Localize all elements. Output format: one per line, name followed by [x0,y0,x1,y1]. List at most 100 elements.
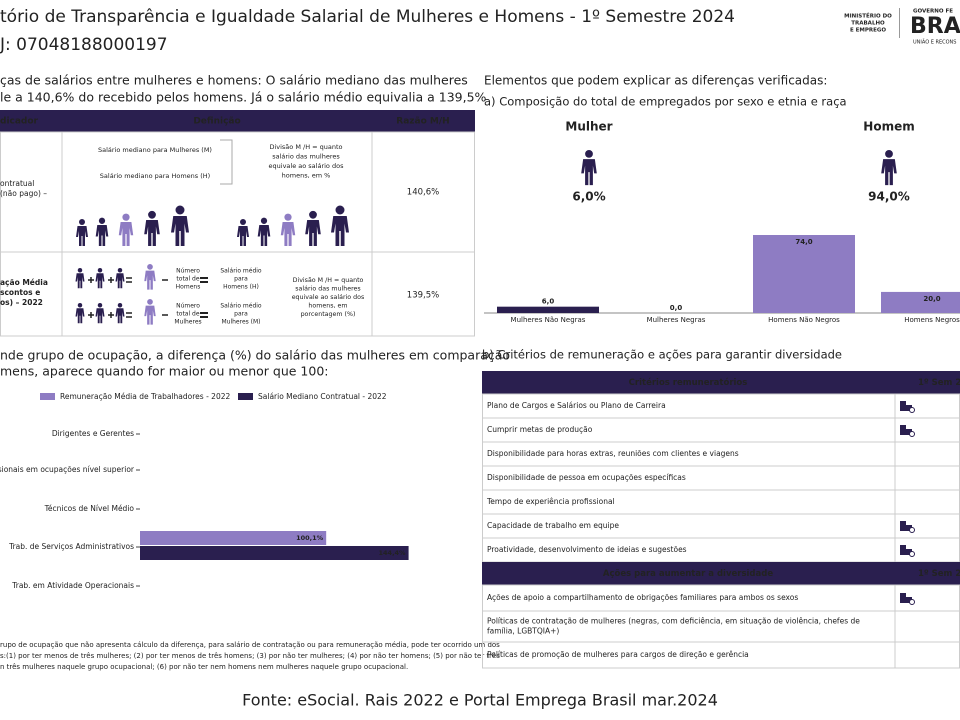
category-label: Dirigentes e Gerentes [52,429,134,438]
icon-part [906,597,912,603]
division-text: Divisão M /H = quanto [269,143,342,151]
division-text: salário das mulheres [272,153,340,161]
division-text: porcentagem (%) [301,311,356,318]
definition-item: para [234,311,248,318]
icon-part [909,527,915,533]
body [75,273,85,289]
division-text: equivale ao salário dos [269,162,345,170]
division-text: homens, em % [282,172,331,180]
definition-item: Salário médio [220,303,262,310]
head [147,299,153,305]
gov-logo: UNIÃO E RECONS [913,39,956,46]
category-label: Mulheres Não Negras [511,316,586,324]
person-icon [118,213,134,246]
table-cell: Cumprir metas de produção [487,425,593,434]
table-header-cell: dicador [0,117,39,127]
bar [140,531,327,545]
person-icon [257,217,271,246]
head [260,217,268,224]
bar [497,306,599,313]
source-note: Fonte: eSocial. Rais 2022 e Portal Empre… [242,691,718,710]
ratio-value: 140,6% [407,188,439,198]
body [331,216,349,246]
body [144,270,156,290]
table-cell: família, LGBTQIA+) [487,627,559,636]
table-header [482,562,960,585]
logo-divider [899,8,900,38]
ministry-logo: TRABALHO [851,21,885,27]
definition-item: Homens [176,284,201,291]
section-text: nde grupo de ocupação, a diferença (%) d… [0,348,510,363]
bar [753,235,855,313]
math-symbols [88,312,168,318]
math-symbols [88,277,168,283]
person-icon [76,219,88,246]
table-header-cell: Definição [193,117,240,127]
icon-part [909,407,915,413]
table-cell: Políticas de contratação de mulheres (ne… [487,617,860,626]
person-icon [144,299,156,325]
intro-text: le a 140,6% do recebido pelos homens. Já… [0,90,487,105]
head [309,210,317,219]
head [585,150,593,158]
table-header [0,110,475,132]
bar-value-label: 6,0 [542,298,555,306]
indicator-name: os) – 2022 [0,298,43,307]
check-icon [900,401,915,413]
section-text: mens, aparece quando for maior ou menor … [0,364,329,379]
person-icon [95,303,105,324]
head [885,150,893,158]
person-icon [144,210,160,246]
division-text: salário das mulheres [295,285,360,293]
table-cell: Plano de Cargos e Salários ou Plano de C… [487,401,666,410]
brace [220,139,233,185]
icon-part [909,551,915,557]
table-cell: Disponibilidade de pessoa em ocupações e… [487,473,686,482]
definition-item: Número [176,268,200,275]
head [117,268,123,273]
legend-swatch [238,393,253,400]
person-icon [331,205,349,246]
icon-part [909,599,915,605]
body [95,273,105,289]
indicator-name: (não pago) – [0,189,47,198]
definition-item: para [234,276,248,283]
person-icon [95,217,109,246]
category-label: Trab. de Serviços Administrativos [8,542,134,551]
icon-part [906,405,912,411]
section-title: Elementos que podem explicar as diferenç… [484,74,827,88]
table-cell: Ações de apoio a compartilhamento de obr… [487,593,798,602]
body [144,220,160,246]
table-body [0,131,475,337]
person-icon [581,150,597,186]
definition-item: Salário mediano para Homens (H) [100,172,210,180]
table-header-cell: 1º Sem 20 [918,569,960,579]
head [77,303,83,308]
person-icon [881,150,897,186]
table-header-cell: Critérios remuneratórios [629,377,748,388]
definition-item: total de [176,311,199,318]
division-text: homens, em [308,303,347,310]
definition-item: Salário médio [220,268,262,275]
category-label: Técnicos de Nível Médio [44,504,135,513]
head [79,219,85,225]
table-cell: Capacidade de trabalho em equipe [487,521,619,530]
report-title: tório de Transparência e Igualdade Salar… [0,7,735,27]
sex-share: 94,0% [868,190,910,204]
table-header-cell: 1º Sem 20 [918,378,960,388]
bar [140,546,409,560]
person-icon [115,303,125,324]
ratio-value: 139,5% [407,291,439,301]
person-icon [75,303,85,324]
body [237,226,249,246]
icon-part [909,431,915,437]
bar [881,291,960,313]
person-icon [280,213,296,246]
table-header-cell: Razão M/H [396,117,449,127]
body [115,308,125,324]
head [240,219,246,225]
table-cell: Proatividade, desenvolvimento de ideias … [487,545,687,554]
definition-item: Número [176,303,200,310]
definition-item: Homens (H) [223,284,259,291]
